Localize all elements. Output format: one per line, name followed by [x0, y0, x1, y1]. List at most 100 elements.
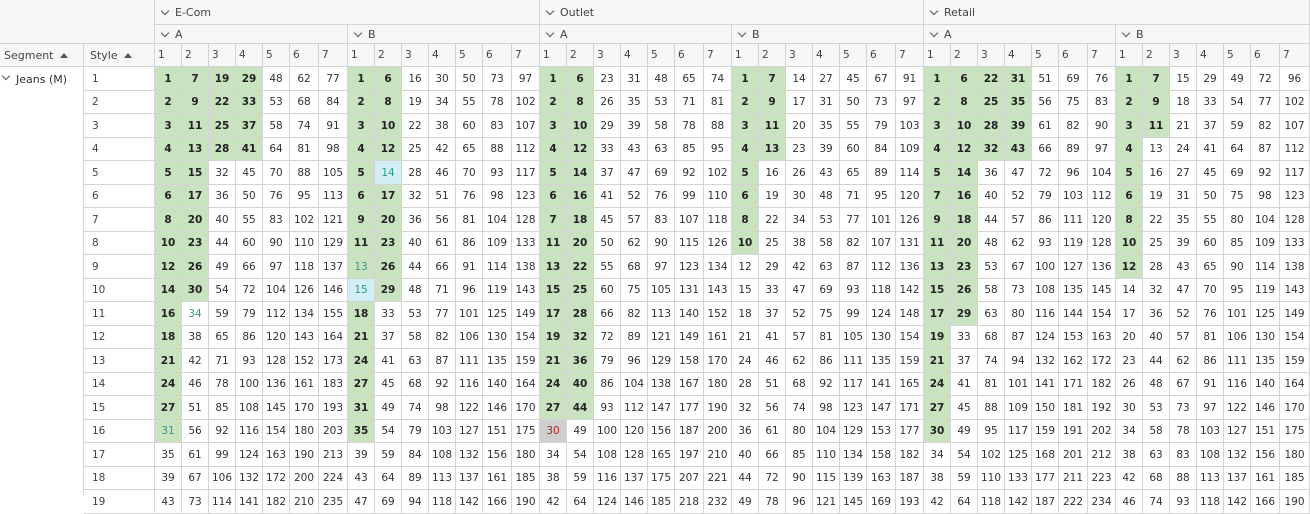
pivot-cell[interactable]: 5 [732, 161, 759, 185]
pivot-cell[interactable]: 120 [896, 185, 924, 208]
pivot-cell[interactable]: 20 [567, 232, 594, 255]
pivot-cell[interactable]: 66 [236, 255, 263, 279]
pivot-cell[interactable]: 105 [840, 326, 867, 349]
pivot-cell[interactable]: 153 [1059, 326, 1088, 349]
pivot-cell[interactable]: 88 [483, 138, 512, 161]
pivot-cell[interactable]: 106 [209, 467, 236, 490]
pivot-cell[interactable]: 72 [1251, 67, 1280, 91]
pivot-cell[interactable]: 2 [1116, 91, 1143, 114]
pivot-cell[interactable]: 9 [759, 91, 786, 114]
pivot-cell[interactable]: 1 [1116, 67, 1143, 91]
pivot-cell[interactable]: 97 [896, 91, 924, 114]
pivot-cell[interactable]: 26 [182, 255, 209, 279]
pivot-cell[interactable]: 175 [512, 420, 540, 443]
chevron-down-icon[interactable] [737, 28, 747, 37]
pivot-cell[interactable]: 14 [567, 161, 594, 185]
pivot-cell[interactable]: 187 [675, 420, 704, 443]
pivot-cell[interactable]: 114 [896, 161, 924, 185]
pivot-cell[interactable]: 98 [429, 396, 456, 420]
pivot-cell[interactable]: 116 [236, 420, 263, 443]
size-column-header[interactable]: 3 [786, 44, 813, 67]
size-column-header[interactable]: 7 [896, 44, 924, 67]
pivot-cell[interactable]: 42 [1116, 467, 1143, 490]
pivot-cell[interactable]: 96 [1280, 67, 1310, 91]
pivot-cell[interactable]: 171 [1059, 373, 1088, 396]
pivot-cell[interactable]: 21 [540, 349, 567, 373]
pivot-cell[interactable]: 68 [1143, 467, 1170, 490]
pivot-cell[interactable]: 102 [1280, 91, 1310, 114]
pivot-cell[interactable]: 126 [704, 232, 732, 255]
pivot-cell[interactable]: 29 [375, 279, 402, 302]
pivot-cell[interactable]: 145 [1088, 279, 1116, 302]
pivot-cell[interactable]: 21 [732, 326, 759, 349]
pivot-cell[interactable]: 3 [540, 114, 567, 138]
pivot-cell[interactable]: 34 [429, 91, 456, 114]
pivot-cell[interactable]: 170 [512, 396, 540, 420]
pivot-cell[interactable]: 133 [512, 232, 540, 255]
pivot-cell[interactable]: 75 [1224, 185, 1251, 208]
pivot-cell[interactable]: 86 [456, 232, 483, 255]
pivot-cell[interactable]: 165 [896, 373, 924, 396]
pivot-cell[interactable]: 107 [675, 208, 704, 232]
pivot-cell[interactable]: 93 [236, 349, 263, 373]
pivot-cell[interactable]: 92 [209, 420, 236, 443]
pivot-cell[interactable]: 84 [402, 443, 429, 467]
pivot-cell[interactable]: 23 [375, 232, 402, 255]
pivot-cell[interactable]: 19 [1143, 185, 1170, 208]
pivot-cell[interactable]: 68 [621, 255, 648, 279]
segment-column-header[interactable]: Segment [0, 44, 84, 67]
style-row-header[interactable]: 17 [84, 443, 155, 467]
pivot-cell[interactable]: 81 [456, 208, 483, 232]
pivot-cell[interactable]: 112 [1280, 138, 1310, 161]
pivot-cell[interactable]: 97 [1088, 138, 1116, 161]
pivot-cell[interactable]: 8 [375, 91, 402, 114]
pivot-cell[interactable]: 130 [483, 326, 512, 349]
chevron-down-icon[interactable] [160, 28, 170, 37]
pivot-cell[interactable]: 15 [732, 279, 759, 302]
pivot-cell[interactable]: 22 [759, 208, 786, 232]
pivot-cell[interactable]: 190 [290, 443, 319, 467]
pivot-cell[interactable]: 22 [209, 91, 236, 114]
pivot-cell[interactable]: 12 [732, 255, 759, 279]
pivot-cell[interactable]: 210 [704, 443, 732, 467]
pivot-cell[interactable]: 108 [1032, 279, 1059, 302]
channel-header[interactable]: Outlet [540, 0, 924, 25]
size-column-header[interactable]: 6 [867, 44, 896, 67]
pivot-cell[interactable]: 85 [209, 396, 236, 420]
pivot-cell[interactable]: 19 [924, 326, 951, 349]
pivot-cell[interactable]: 17 [540, 302, 567, 326]
pivot-cell[interactable]: 118 [429, 490, 456, 514]
pivot-cell[interactable]: 128 [263, 349, 290, 373]
pivot-cell[interactable]: 33 [759, 279, 786, 302]
pivot-cell[interactable]: 38 [429, 114, 456, 138]
pivot-cell[interactable]: 83 [648, 208, 675, 232]
pivot-cell[interactable]: 20 [951, 232, 978, 255]
pivot-cell[interactable]: 33 [594, 138, 621, 161]
pivot-cell[interactable]: 87 [1251, 138, 1280, 161]
pivot-cell[interactable]: 104 [483, 208, 512, 232]
sort-up-icon[interactable] [59, 52, 68, 58]
pivot-cell[interactable]: 77 [319, 67, 348, 91]
pivot-cell[interactable]: 31 [348, 396, 375, 420]
chevron-down-icon[interactable] [929, 28, 939, 37]
pivot-cell[interactable]: 112 [263, 302, 290, 326]
pivot-cell[interactable]: 162 [1059, 349, 1088, 373]
pivot-cell[interactable]: 98 [1251, 185, 1280, 208]
pivot-cell[interactable]: 24 [732, 349, 759, 373]
pivot-cell[interactable]: 19 [759, 185, 786, 208]
pivot-cell[interactable]: 180 [704, 373, 732, 396]
pivot-cell[interactable]: 41 [759, 326, 786, 349]
pivot-cell[interactable]: 74 [1143, 490, 1170, 514]
pivot-cell[interactable]: 212 [1088, 443, 1116, 467]
pivot-cell[interactable]: 126 [290, 279, 319, 302]
pivot-cell[interactable]: 141 [236, 490, 263, 514]
pivot-cell[interactable]: 17 [182, 185, 209, 208]
pivot-cell[interactable]: 128 [512, 208, 540, 232]
pivot-cell[interactable]: 36 [567, 349, 594, 373]
pivot-cell[interactable]: 164 [1280, 373, 1310, 396]
pivot-cell[interactable]: 12 [155, 255, 182, 279]
pivot-cell[interactable]: 138 [512, 255, 540, 279]
pivot-cell[interactable]: 32 [567, 326, 594, 349]
pivot-cell[interactable]: 154 [263, 420, 290, 443]
pivot-cell[interactable]: 98 [813, 396, 840, 420]
